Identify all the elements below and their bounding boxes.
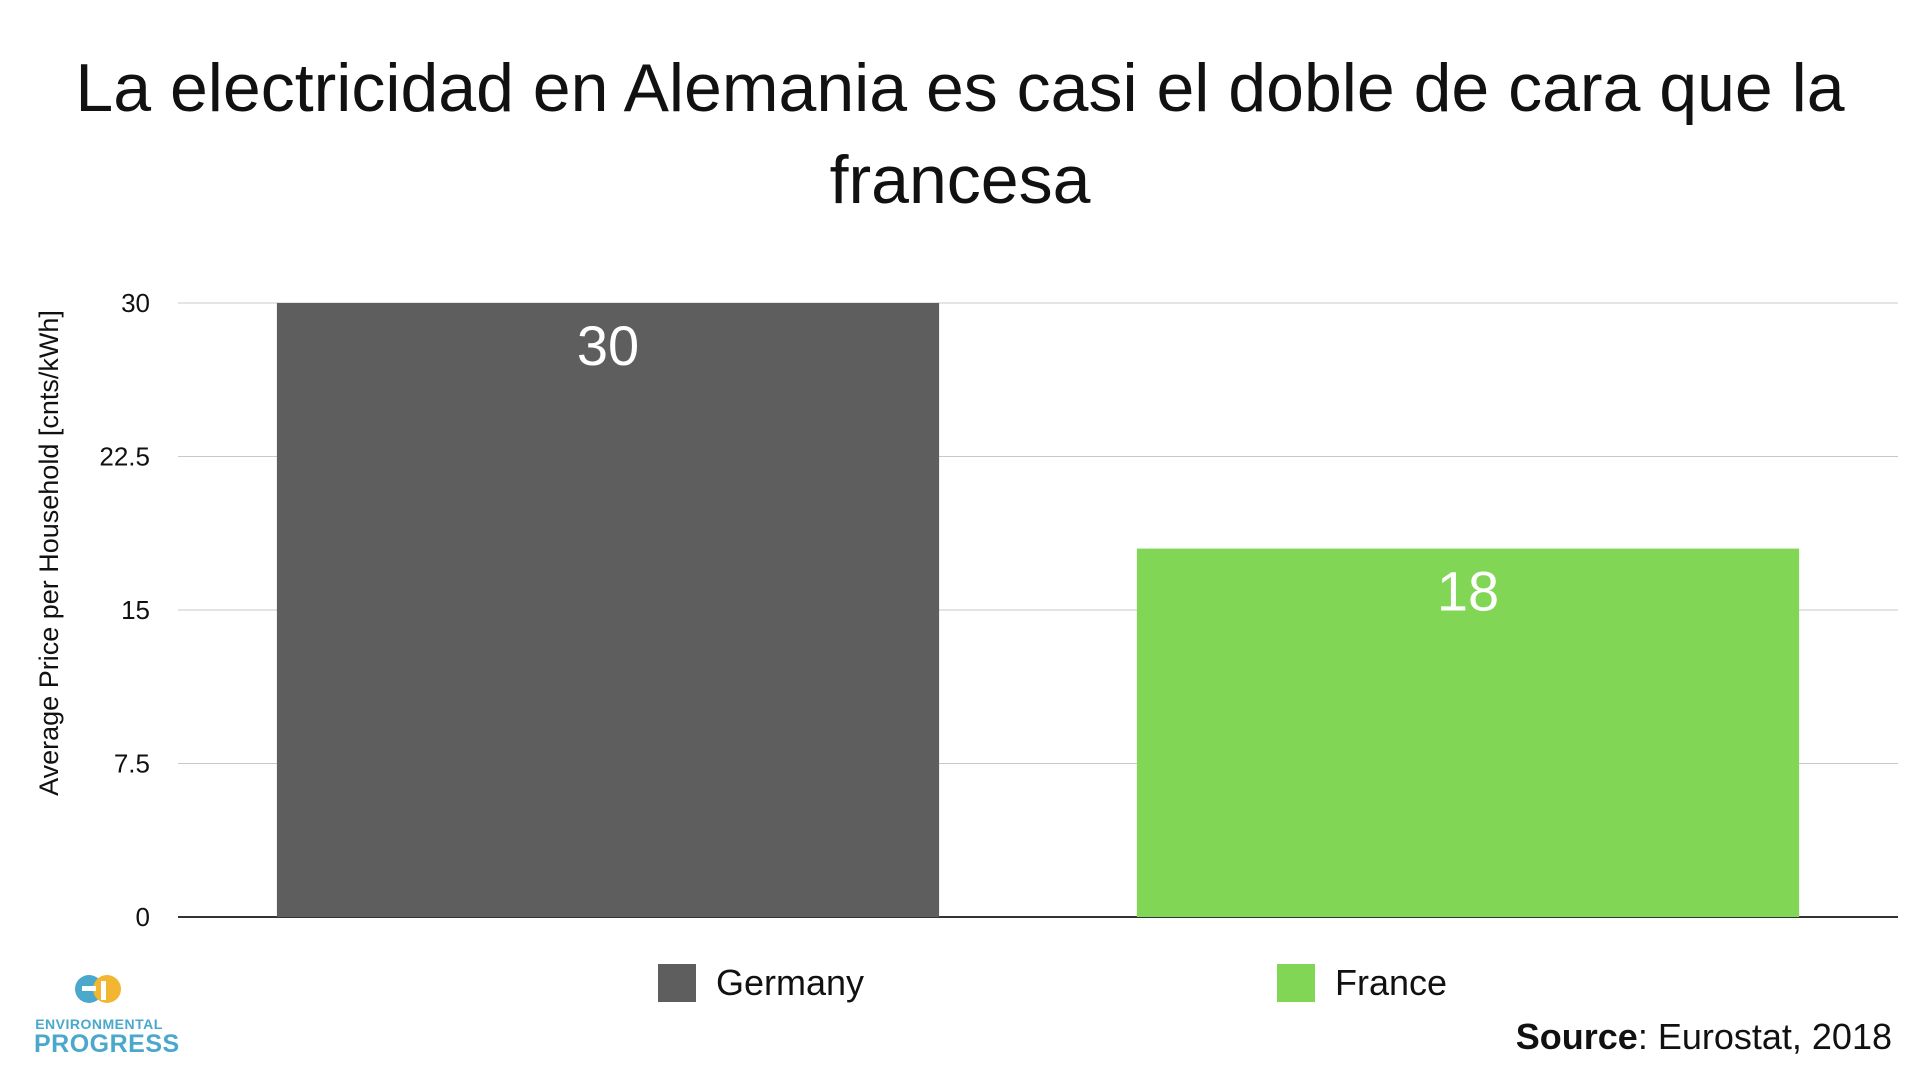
environmental-progress-logo: ENVIRONMENTAL PROGRESS bbox=[34, 972, 180, 1060]
y-axis-title: Average Price per Household [cnts/kWh] bbox=[34, 310, 64, 796]
legend-swatch-germany bbox=[658, 964, 696, 1002]
logo-text-line2: PROGRESS bbox=[34, 1030, 180, 1058]
source-text: : Eurostat, 2018 bbox=[1637, 1016, 1892, 1057]
ep-logo-icon bbox=[75, 975, 121, 1003]
legend-item-germany: Germany bbox=[658, 962, 864, 1004]
bars bbox=[276, 303, 1800, 917]
logo-text-line1: ENVIRONMENTAL bbox=[35, 1016, 163, 1032]
data-label-france: 18 bbox=[1437, 560, 1499, 623]
legend-swatch-france bbox=[1277, 964, 1315, 1002]
legend-label-france: France bbox=[1335, 962, 1448, 1003]
y-tick-label: 22.5 bbox=[99, 442, 150, 472]
data-label-germany: 30 bbox=[577, 314, 639, 377]
y-tick-label: 30 bbox=[121, 288, 150, 318]
legend-label-germany: Germany bbox=[716, 962, 865, 1003]
y-tick-label: 7.5 bbox=[114, 749, 150, 779]
legend-item-france: France bbox=[1277, 962, 1447, 1004]
y-tick-label: 0 bbox=[136, 902, 150, 932]
source-note: Source: Eurostat, 2018 bbox=[1516, 1016, 1892, 1058]
bar-france bbox=[1136, 548, 1800, 917]
source-label: Source bbox=[1515, 1016, 1638, 1057]
labels: 0 7.5 15 22.5 30 30 18 bbox=[99, 288, 1499, 932]
chart-title: La electricidad en Alemania es casi el d… bbox=[75, 50, 1845, 218]
bar-germany bbox=[276, 303, 940, 917]
y-tick-label: 15 bbox=[121, 595, 150, 625]
